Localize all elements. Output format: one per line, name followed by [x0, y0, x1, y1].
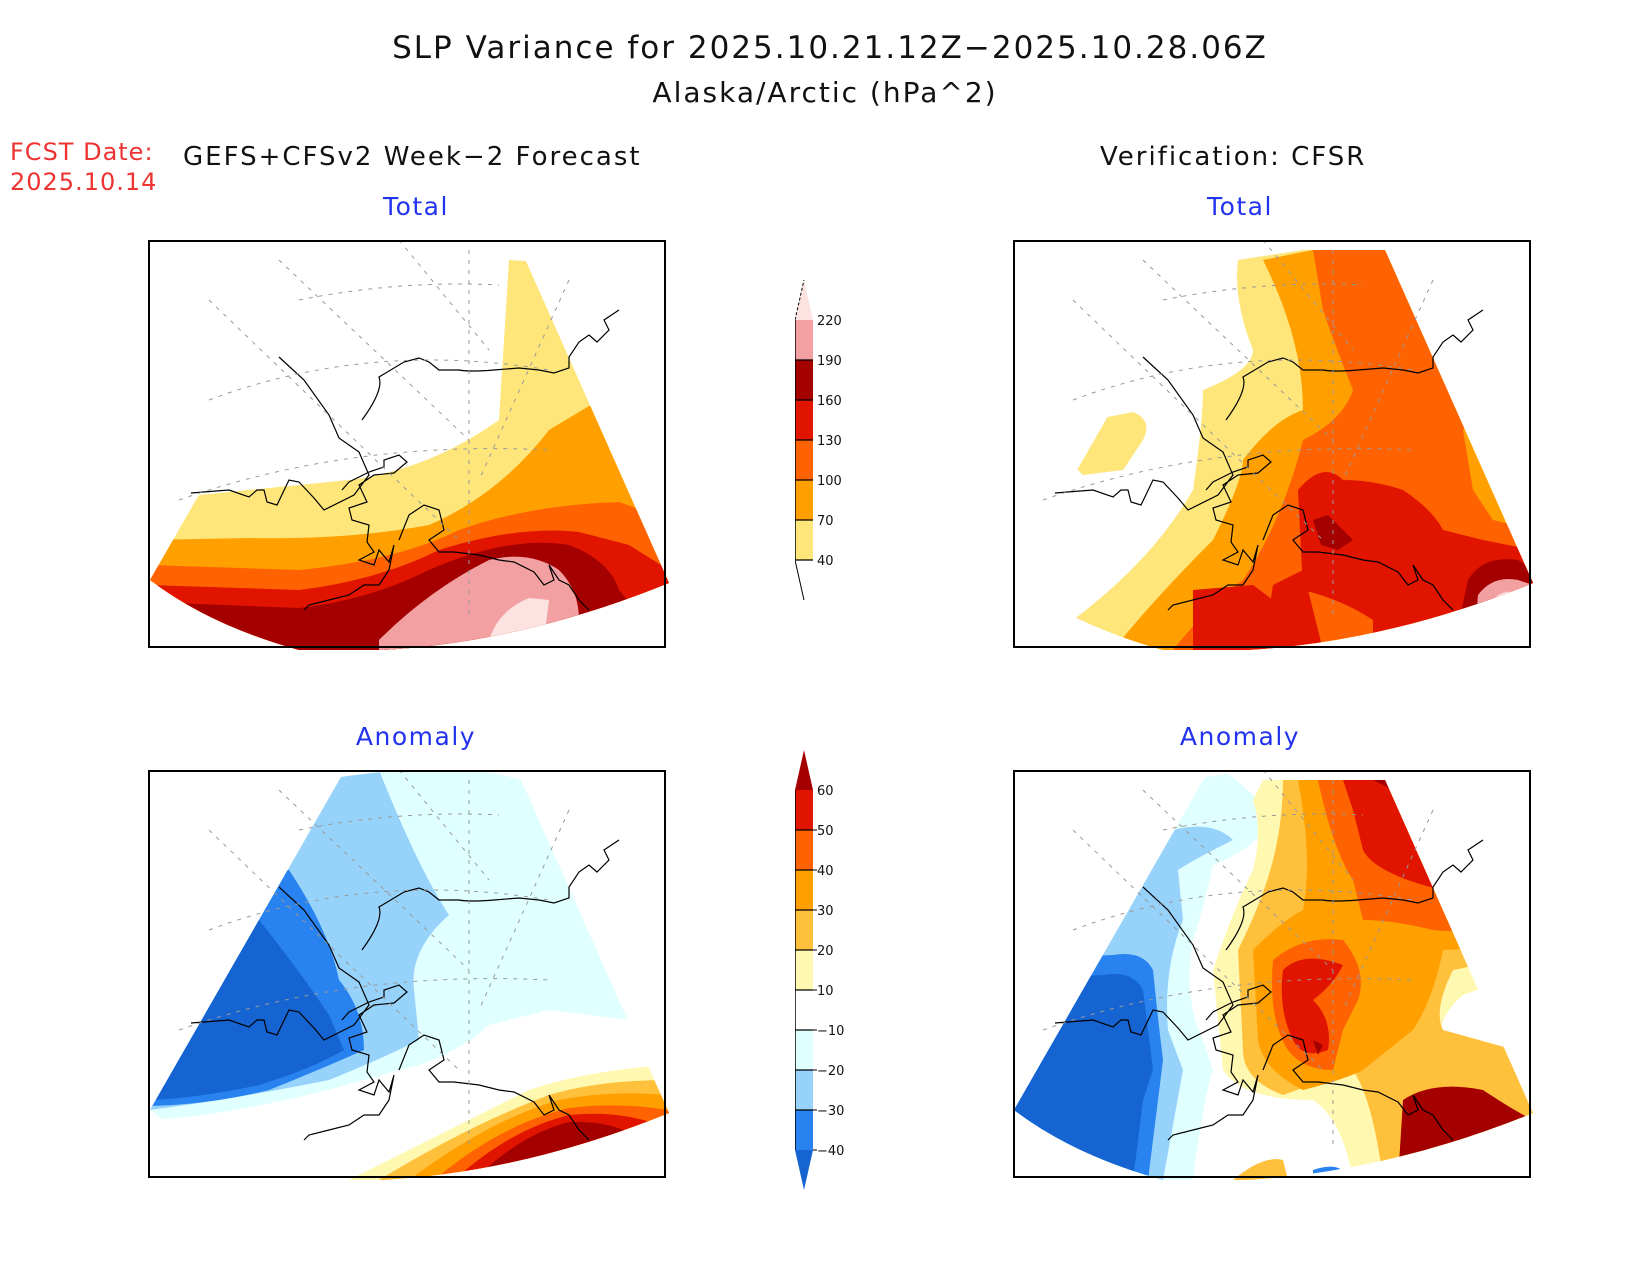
verification-anomaly-frame [1013, 770, 1531, 1178]
colorbar-label-160: 160 [817, 394, 842, 409]
colorbar-label-0: 60 [817, 784, 834, 799]
coastline-gulf [398, 1034, 590, 1141]
colorbar-label-8: −30 [817, 1104, 844, 1119]
verification-anomaly-title: Anomaly [1179, 722, 1301, 751]
coastline-gulf [1262, 1034, 1454, 1141]
graticule [1042, 240, 1434, 620]
forecast-anomaly-title: Anomaly [355, 722, 477, 751]
colorbar-box-3 [795, 910, 813, 950]
colorbar-box-160 [795, 360, 813, 400]
forecast-total-frame [148, 240, 666, 648]
colorbar-label-100: 100 [817, 474, 842, 489]
colorbar-label-7: −20 [817, 1064, 844, 1079]
chart-subtitle: Alaska/Arctic (hPa^2) [652, 76, 998, 109]
coastline [1054, 839, 1484, 1141]
verification-total-title: Total [1207, 192, 1273, 221]
graticule [1042, 770, 1434, 1150]
colorbar-box-5 [795, 990, 813, 1030]
forecast-column-title: GEFS+CFSv2 Week−2 Forecast [183, 142, 642, 172]
colorbar-label-3: 30 [817, 904, 834, 919]
colorbar-label-220: 220 [817, 314, 842, 329]
colorbar-underflow-triangle [795, 1150, 813, 1190]
forecast-anomaly-frame [148, 770, 666, 1178]
graticule [178, 770, 570, 1150]
colorbar-box-1 [795, 830, 813, 870]
graticule [178, 240, 570, 620]
colorbar-overflow-triangle [795, 280, 813, 320]
colorbar-label-1: 50 [817, 824, 834, 839]
colorbar-box-2 [795, 870, 813, 910]
colorbar-label-70: 70 [817, 514, 834, 529]
total-colorbar: 40 70 100 130 160 190 220 [795, 280, 842, 601]
colorbar-box-40 [795, 520, 813, 560]
colorbar-label-40: 40 [817, 554, 834, 569]
colorbar-box-8 [795, 1110, 813, 1150]
colorbar-box-6 [795, 1030, 813, 1070]
coastline [190, 309, 620, 611]
forecast-total-title: Total [383, 192, 449, 221]
coastline [1054, 309, 1484, 611]
coastline [190, 839, 620, 1141]
verification-anomaly-map [1014, 770, 1533, 1180]
colorbar-underflow-line [795, 559, 805, 601]
coastline-gulf [1262, 504, 1454, 611]
fcst-date-label: FCST Date: [10, 138, 154, 166]
colorbar-box-70 [795, 480, 813, 520]
colorbar-box-0 [795, 790, 813, 830]
coastline-gulf [398, 504, 590, 611]
anomaly-colorbar: 60 50 40 30 20 10 −10 −20 −30 −40 [795, 750, 844, 1190]
colorbar-label-6: −10 [817, 1024, 844, 1039]
chart-title: SLP Variance for 2025.10.21.12Z−2025.10.… [392, 30, 1268, 66]
verification-total-frame [1013, 240, 1531, 648]
fcst-date-value: 2025.10.14 [10, 168, 158, 196]
verification-column-title: Verification: CFSR [1100, 142, 1367, 172]
colorbar-label-4: 20 [817, 944, 834, 959]
colorbar-label-190: 190 [817, 354, 842, 369]
colorbar-label-5: 10 [817, 984, 834, 999]
forecast-total-map [150, 240, 669, 650]
colorbar-box-190 [795, 320, 813, 360]
colorbar-box-7 [795, 1070, 813, 1110]
colorbar-label-130: 130 [817, 434, 842, 449]
colorbar-label-2: 40 [817, 864, 834, 879]
colorbar-box-130 [795, 400, 813, 440]
colorbar-label-9: −40 [817, 1144, 844, 1159]
colorbar-box-100 [795, 440, 813, 480]
forecast-anomaly-map [150, 770, 669, 1180]
verification-total-map [1014, 240, 1533, 650]
colorbar-overflow-triangle [795, 750, 813, 790]
colorbar-box-4 [795, 950, 813, 990]
